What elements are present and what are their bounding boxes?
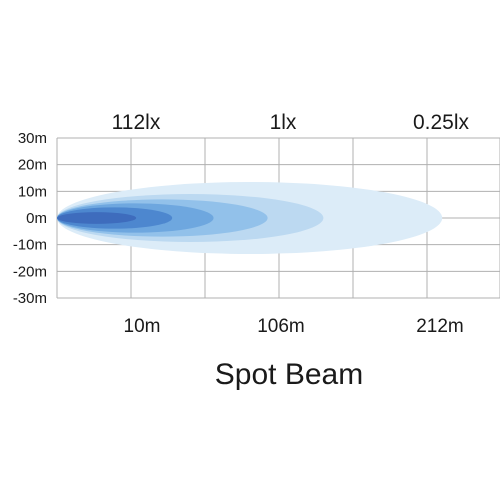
lux-label: 0.25lx	[413, 111, 470, 134]
y-tick-label: -20m	[13, 263, 47, 280]
y-tick-label: 30m	[18, 130, 47, 147]
chart-title: Spot Beam	[215, 358, 363, 391]
x-axis-tick-labels: 10m 106m 212m	[124, 316, 464, 337]
x-tick-label: 106m	[257, 316, 305, 337]
x-tick-label: 212m	[416, 316, 464, 337]
beam-contours	[57, 182, 443, 254]
lux-label: 1lx	[270, 111, 297, 134]
y-tick-label: -10m	[13, 237, 47, 254]
lux-label: 112lx	[112, 111, 161, 134]
y-tick-label: -30m	[13, 290, 47, 307]
y-tick-label: 0m	[26, 210, 47, 227]
y-axis-tick-labels: 30m 20m 10m 0m -10m -20m -30m	[13, 130, 47, 307]
y-tick-label: 20m	[18, 157, 47, 174]
x-tick-label: 10m	[124, 316, 161, 337]
beam-contour-5	[57, 212, 137, 224]
lux-labels: 112lx 1lx 0.25lx	[112, 111, 470, 134]
y-tick-label: 10m	[18, 183, 47, 200]
